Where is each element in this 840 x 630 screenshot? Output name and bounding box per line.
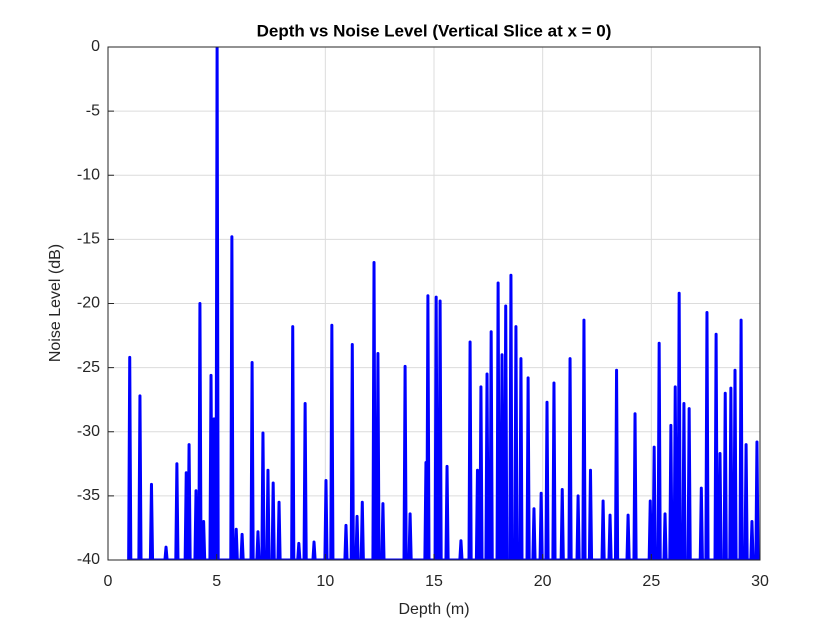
plot-area: [127, 47, 760, 560]
y-tick-label: -30: [77, 423, 100, 440]
y-tick-label: -25: [77, 359, 100, 376]
ticks: 0 5 10 15 20 25 30 -40 -35 -30 -25 -20 -15 -10 -5 0: [77, 38, 769, 590]
x-axis-label: Depth (m): [398, 601, 469, 618]
x-tick-label: 0: [104, 573, 113, 590]
y-tick-label: -15: [77, 231, 100, 248]
x-tick-label: 20: [534, 573, 552, 590]
y-tick-label: 0: [91, 38, 100, 55]
chart-title: Depth vs Noise Level (Vertical Slice at …: [257, 21, 612, 40]
x-tick-label: 30: [751, 573, 769, 590]
y-tick-label: -35: [77, 487, 100, 504]
x-tick-label: 25: [642, 573, 660, 590]
y-tick-label: -40: [77, 551, 100, 568]
y-tick-label: -10: [77, 166, 100, 183]
x-tick-label: 5: [212, 573, 221, 590]
x-tick-label: 15: [425, 573, 443, 590]
x-tick-label: 10: [316, 573, 334, 590]
y-tick-label: -20: [77, 295, 100, 312]
y-axis-label: Noise Level (dB): [47, 244, 64, 362]
y-tick-label: -5: [86, 102, 100, 119]
data-line: [127, 47, 760, 560]
